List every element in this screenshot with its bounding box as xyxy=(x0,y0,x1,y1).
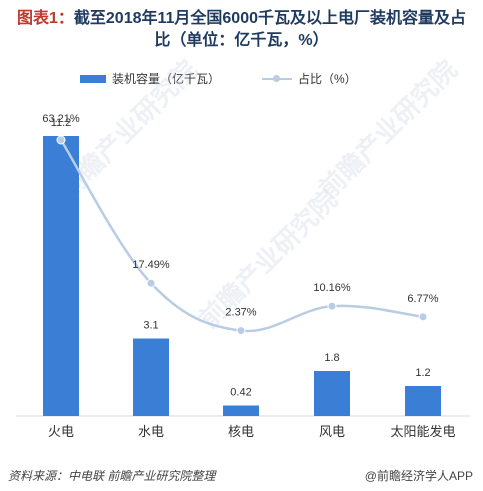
title-prefix: 图表1： xyxy=(16,10,74,27)
bar-核电 xyxy=(223,405,259,416)
share-value-label: 10.16% xyxy=(313,282,351,294)
brand-logo-text: @前瞻经济学人APP xyxy=(364,469,473,483)
share-value-label: 6.77% xyxy=(407,293,438,305)
bar-水电 xyxy=(133,338,169,416)
share-point xyxy=(327,301,337,311)
x-tick-label: 火电 xyxy=(48,424,74,439)
bar-火电 xyxy=(43,136,79,416)
share-point xyxy=(56,135,66,145)
bar-风电 xyxy=(314,371,350,416)
bar-value-label: 3.1 xyxy=(143,320,158,332)
watermark-text: 前瞻产业研究院 xyxy=(313,54,463,204)
legend-item-bar: 装机容量（亿千瓦） xyxy=(80,70,220,87)
chart-footer: 资料来源：中电联 前瞻产业研究院整理 @前瞻经济学人APP xyxy=(0,467,483,485)
x-tick-label: 太阳能发电 xyxy=(390,424,455,439)
watermark-text: 前瞻产业研究院 xyxy=(193,184,343,334)
share-line xyxy=(59,139,424,333)
x-tick-label: 水电 xyxy=(138,424,164,439)
legend-line-label: 占比（%） xyxy=(298,72,357,86)
share-point xyxy=(146,278,156,288)
title-text-1: 截至2018年11月全国6000千瓦及以上电厂装机容量及占 xyxy=(73,10,466,27)
legend-item-line: 占比（%） xyxy=(262,70,357,87)
title-line-2: 比（单位：亿千瓦，%） xyxy=(154,32,329,49)
title-line-1: 图表1：截至2018年11月全国6000千瓦及以上电厂装机容量及占 xyxy=(0,8,483,30)
x-tick-label: 风电 xyxy=(319,424,345,439)
x-tick-label: 核电 xyxy=(228,424,254,439)
legend-bar-label: 装机容量（亿千瓦） xyxy=(112,72,221,86)
chart-title: 图表1：截至2018年11月全国6000千瓦及以上电厂装机容量及占 比（单位：亿… xyxy=(0,8,483,52)
legend-line-swatch xyxy=(262,74,292,84)
bar-太阳能发电 xyxy=(405,386,441,416)
share-value-label: 63.21% xyxy=(42,113,80,125)
source-note: 资料来源：中电联 前瞻产业研究院整理 xyxy=(8,469,216,483)
bar-value-label: 1.8 xyxy=(324,352,339,364)
share-point xyxy=(236,326,246,336)
bar-value-label: 11.2 xyxy=(51,117,72,129)
share-point xyxy=(418,312,428,322)
bar-value-label: 0.42 xyxy=(230,387,251,399)
legend-bar-swatch xyxy=(80,74,106,83)
share-value-label: 2.37% xyxy=(225,307,256,319)
bar-value-label: 1.2 xyxy=(415,367,430,379)
chart-legend: 装机容量（亿千瓦） 占比（%） xyxy=(0,70,483,88)
share-value-label: 17.49% xyxy=(132,259,170,271)
